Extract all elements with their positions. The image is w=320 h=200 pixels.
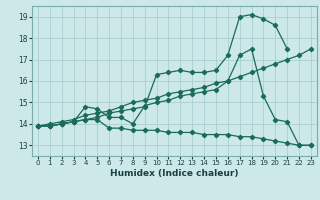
X-axis label: Humidex (Indice chaleur): Humidex (Indice chaleur): [110, 169, 239, 178]
